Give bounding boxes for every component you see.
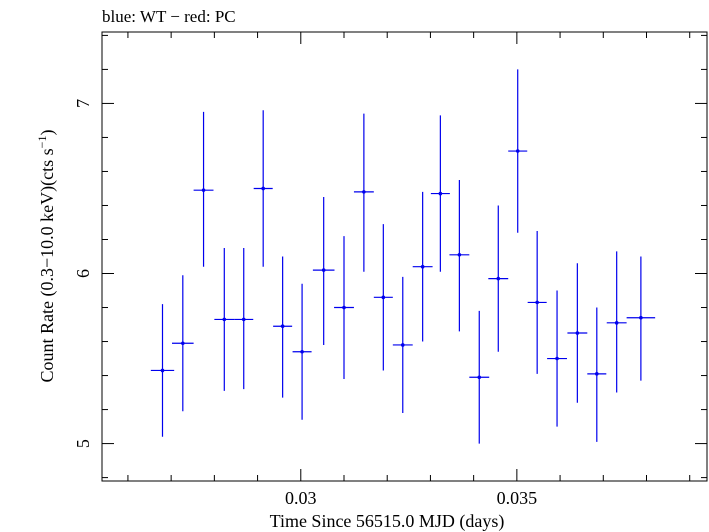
data-point bbox=[449, 179, 470, 332]
axis-ticks: 0.03 0.035 5 6 7 bbox=[73, 32, 707, 508]
data-point bbox=[312, 196, 335, 345]
y-axis-label-exponent: −1 bbox=[35, 136, 49, 149]
data-point bbox=[567, 263, 588, 403]
point-marker bbox=[280, 324, 285, 329]
point-marker bbox=[381, 295, 386, 300]
point-marker bbox=[420, 264, 425, 269]
data-point bbox=[527, 230, 547, 374]
point-marker bbox=[300, 349, 304, 354]
chart-title: blue: WT − red: PC bbox=[102, 7, 236, 26]
data-point bbox=[626, 256, 656, 381]
point-marker bbox=[614, 321, 619, 325]
data-point bbox=[150, 304, 175, 437]
data-point bbox=[488, 205, 509, 352]
data-points bbox=[150, 69, 656, 444]
x-axis-label: Time Since 56515.0 MJD (days) bbox=[270, 511, 505, 532]
data-point bbox=[253, 110, 273, 267]
data-point bbox=[412, 191, 433, 342]
data-point bbox=[587, 307, 607, 442]
point-marker bbox=[575, 331, 580, 335]
data-point bbox=[234, 247, 254, 390]
y-axis-label-close: ) bbox=[37, 130, 58, 136]
data-point bbox=[353, 113, 374, 272]
point-marker bbox=[595, 372, 599, 376]
point-marker bbox=[515, 149, 520, 153]
point-marker bbox=[342, 305, 346, 310]
y-tick-label: 7 bbox=[73, 99, 93, 108]
data-point bbox=[547, 290, 567, 427]
point-marker bbox=[241, 317, 246, 322]
data-point bbox=[392, 276, 413, 413]
point-marker bbox=[496, 276, 501, 281]
y-tick-label: 5 bbox=[73, 439, 93, 448]
x-tick-label: 0.035 bbox=[497, 488, 538, 508]
point-marker bbox=[438, 191, 443, 196]
point-marker bbox=[639, 315, 643, 320]
data-point bbox=[430, 115, 450, 272]
data-point bbox=[292, 283, 312, 420]
y-axis-label-main: Count Rate (0.3−10.0 keV)(cts s bbox=[37, 148, 58, 382]
data-point bbox=[334, 236, 354, 379]
point-marker bbox=[222, 317, 227, 322]
point-marker bbox=[535, 300, 539, 305]
y-axis-label: Count Rate (0.3−10.0 keV)(cts s−1) bbox=[35, 130, 58, 383]
point-marker bbox=[362, 190, 366, 194]
data-point bbox=[193, 111, 214, 267]
x-tick-label: 0.03 bbox=[285, 488, 317, 508]
data-point bbox=[172, 275, 194, 412]
data-point bbox=[508, 69, 528, 233]
point-marker bbox=[555, 356, 559, 361]
point-marker bbox=[181, 341, 185, 346]
point-marker bbox=[261, 186, 265, 191]
point-marker bbox=[321, 268, 326, 272]
data-point bbox=[273, 256, 293, 398]
data-point bbox=[214, 247, 235, 391]
point-marker bbox=[400, 343, 405, 347]
data-point bbox=[373, 224, 393, 371]
point-marker bbox=[201, 188, 206, 192]
plot-frame bbox=[101, 31, 708, 482]
point-marker bbox=[477, 375, 482, 380]
point-marker bbox=[160, 368, 165, 373]
y-tick-label: 6 bbox=[73, 269, 93, 278]
data-point bbox=[469, 310, 490, 444]
point-marker bbox=[457, 252, 462, 257]
data-point bbox=[606, 251, 627, 393]
